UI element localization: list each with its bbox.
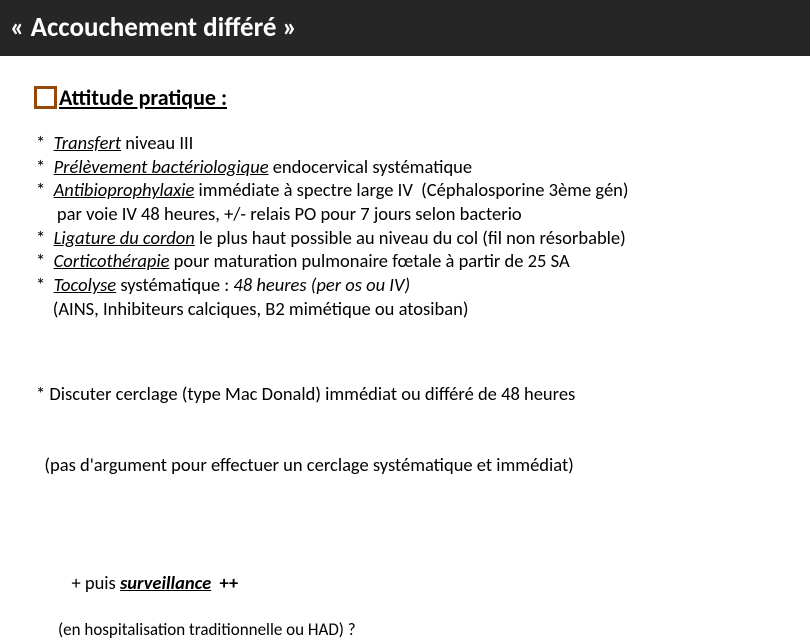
text-span: Tocolyse xyxy=(54,273,117,296)
asterisk: * xyxy=(36,178,54,201)
surveillance-line-2: (en hospitalisation traditionnelle ou HA… xyxy=(58,619,776,641)
bullet-list: * Transfert niveau III* Prélèvement bact… xyxy=(36,131,776,320)
surveillance-prefix: + puis xyxy=(71,571,120,594)
list-item-continuation: par voie IV 48 heures, +/- relais PO pou… xyxy=(36,202,776,226)
text-span: Transfert xyxy=(54,131,121,154)
slide-title-bar: « Accouchement différé » xyxy=(0,0,810,56)
text-span: Ligature du cordon xyxy=(54,226,195,249)
text-span: immédiate à spectre large IV (Céphalospo… xyxy=(194,178,628,201)
text-span: systématique : xyxy=(116,273,233,296)
discuss-line-1: * Discuter cerclage (type Mac Donald) im… xyxy=(36,382,776,406)
list-item-continuation: (AINS, Inhibiteurs calciques, B2 mimétiq… xyxy=(36,297,776,321)
surveillance-line-1: + puis surveillance ++ xyxy=(38,548,776,619)
list-item: * Tocolyse systématique : 48 heures (per… xyxy=(36,273,776,297)
asterisk: * xyxy=(36,131,54,154)
asterisk: * xyxy=(36,249,54,272)
list-item: * Ligature du cordon le plus haut possib… xyxy=(36,226,776,250)
discuss-line-2: (pas d'argument pour effectuer un cercla… xyxy=(36,453,776,477)
asterisk: * xyxy=(36,226,54,249)
text-span: le plus haut possible au niveau du col (… xyxy=(195,226,626,249)
surveillance-block: + puis surveillance ++ (en hospitalisati… xyxy=(38,548,776,641)
square-bullet-icon xyxy=(34,86,57,109)
discuss-block: * Discuter cerclage (type Mac Donald) im… xyxy=(36,334,776,523)
asterisk: * xyxy=(36,155,54,178)
slide-title: « Accouchement différé » xyxy=(10,11,297,44)
asterisk: * xyxy=(36,273,54,296)
list-item: * Prélèvement bactériologique endocervic… xyxy=(36,155,776,179)
subtitle-text: Attitude pratique : xyxy=(59,84,227,111)
text-span: niveau III xyxy=(121,131,193,154)
surveillance-word: surveillance xyxy=(120,571,211,594)
text-span: endocervical systématique xyxy=(269,155,473,178)
text-span: Prélèvement bactériologique xyxy=(54,155,269,178)
slide-body: Attitude pratique : * Transfert niveau I… xyxy=(0,84,810,641)
text-span: pour maturation pulmonaire fœtale à part… xyxy=(169,249,569,272)
list-item: * Transfert niveau III xyxy=(36,131,776,155)
surveillance-suffix: ++ xyxy=(211,571,238,594)
text-span: Antibioprophylaxie xyxy=(54,178,195,201)
text-span: 48 heures (per os ou IV) xyxy=(233,273,410,296)
subtitle-row: Attitude pratique : xyxy=(34,84,776,111)
list-item: * Antibioprophylaxie immédiate à spectre… xyxy=(36,178,776,202)
body-block: * Transfert niveau III* Prélèvement bact… xyxy=(36,131,776,641)
text-span: Corticothérapie xyxy=(54,249,170,272)
list-item: * Corticothérapie pour maturation pulmon… xyxy=(36,249,776,273)
